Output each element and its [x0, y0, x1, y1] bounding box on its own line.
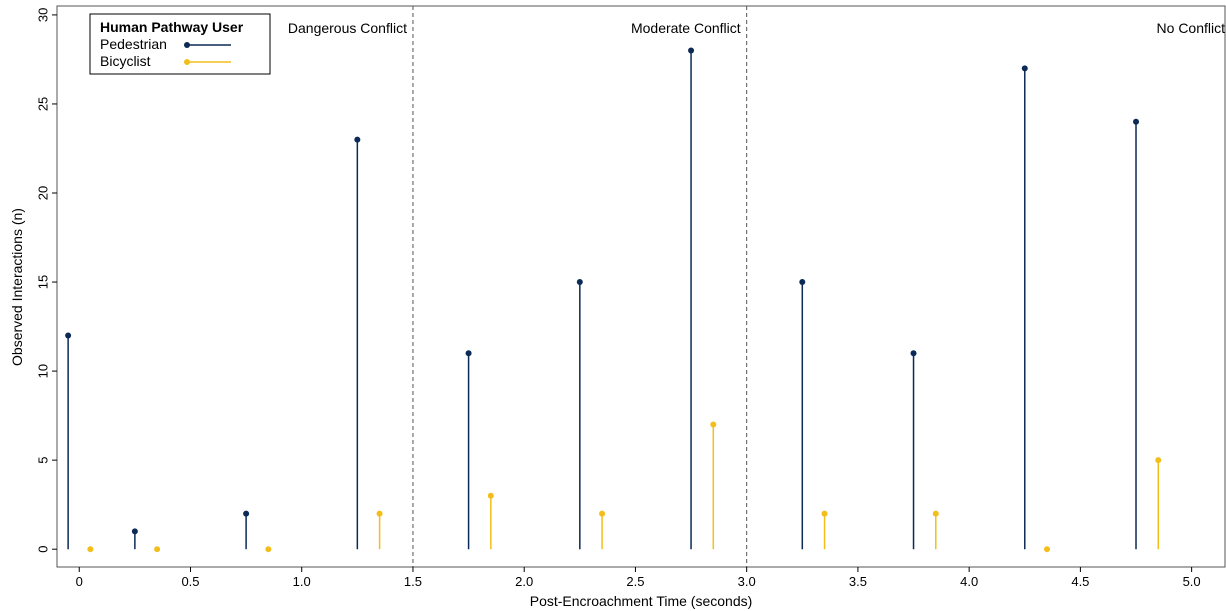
- pedestrian-point: [465, 350, 472, 357]
- bicyclist-point: [1155, 457, 1162, 464]
- x-tick-label: 1.0: [293, 574, 311, 589]
- x-tick-label: 0: [76, 574, 83, 589]
- x-tick-label: 4.0: [960, 574, 978, 589]
- bicyclist-point: [710, 421, 717, 428]
- y-tick-label: 25: [36, 97, 51, 111]
- pedestrian-point: [354, 136, 361, 143]
- legend: Human Pathway User Pedestrian Bicyclist: [89, 13, 271, 75]
- region-label: Dangerous Conflict: [288, 20, 407, 36]
- legend-marker-pedestrian: [184, 42, 190, 48]
- data-marks: [65, 47, 1162, 553]
- x-tick-label: 4.5: [1071, 574, 1089, 589]
- bicyclist-point: [1044, 546, 1051, 553]
- legend-label-pedestrian: Pedestrian: [100, 36, 167, 52]
- legend-label-bicyclist: Bicyclist: [100, 53, 151, 69]
- pedestrian-point: [576, 279, 583, 286]
- y-tick-label: 15: [36, 275, 51, 289]
- y-axis-title: Observed Interactions (n): [9, 208, 25, 366]
- legend-marker-bicyclist: [184, 59, 190, 65]
- legend-box: [89, 13, 271, 75]
- x-axis: 0 0.5 1.0 1.5 2.0 2.5 3.0 3.5 4.0 4.5 5.0: [76, 567, 1201, 589]
- x-tick-label: 1.5: [404, 574, 422, 589]
- region-labels: Dangerous Conflict Moderate Conflict No Co…: [288, 20, 1225, 36]
- y-tick-label: 5: [36, 457, 51, 464]
- region-label: Moderate Conflict: [631, 20, 741, 36]
- pedestrian-point: [688, 47, 695, 54]
- pedestrian-point: [65, 332, 72, 339]
- bicyclist-point: [487, 492, 494, 499]
- pedestrian-point: [243, 510, 250, 517]
- bicyclist-point: [87, 546, 94, 553]
- bicyclist-point: [932, 510, 939, 517]
- y-tick-label: 30: [36, 8, 51, 22]
- y-tick-label: 0: [36, 546, 51, 553]
- x-tick-label: 0.5: [181, 574, 199, 589]
- bicyclist-point: [821, 510, 828, 517]
- pedestrian-point: [1133, 118, 1140, 125]
- x-tick-label: 2.5: [626, 574, 644, 589]
- bicyclist-point: [599, 510, 606, 517]
- y-axis: 0 5 10 15 20 25 30: [36, 8, 57, 553]
- x-tick-label: 2.0: [515, 574, 533, 589]
- x-tick-label: 3.5: [849, 574, 867, 589]
- pedestrian-point: [131, 528, 138, 535]
- legend-title: Human Pathway User: [100, 19, 244, 35]
- plot-frame: [56, 5, 1226, 568]
- x-axis-title: Post-Encroachment Time (seconds): [530, 593, 753, 609]
- bicyclist-point: [376, 510, 383, 517]
- pedestrian-point: [1021, 65, 1028, 72]
- y-tick-label: 20: [36, 186, 51, 200]
- y-tick-label: 10: [36, 364, 51, 378]
- x-tick-label: 5.0: [1183, 574, 1201, 589]
- bicyclist-point: [154, 546, 161, 553]
- bicyclist-point: [265, 546, 272, 553]
- region-label: No Conflict: [1157, 20, 1226, 36]
- x-tick-label: 3.0: [738, 574, 756, 589]
- conflict-dividers: [412, 6, 748, 567]
- pedestrian-point: [799, 279, 806, 286]
- pedestrian-point: [910, 350, 917, 357]
